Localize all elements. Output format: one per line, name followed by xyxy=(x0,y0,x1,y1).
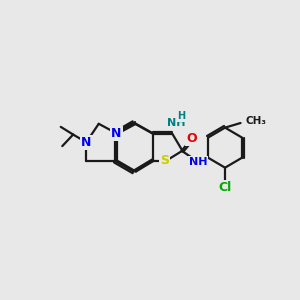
Text: H: H xyxy=(177,111,185,121)
Text: Cl: Cl xyxy=(218,181,232,194)
Text: S: S xyxy=(160,154,169,167)
Text: N: N xyxy=(81,136,92,149)
Text: NH: NH xyxy=(167,118,185,128)
Text: NH: NH xyxy=(189,157,207,167)
Text: CH₃: CH₃ xyxy=(246,116,267,126)
Text: N: N xyxy=(111,127,122,140)
Text: O: O xyxy=(186,132,197,145)
